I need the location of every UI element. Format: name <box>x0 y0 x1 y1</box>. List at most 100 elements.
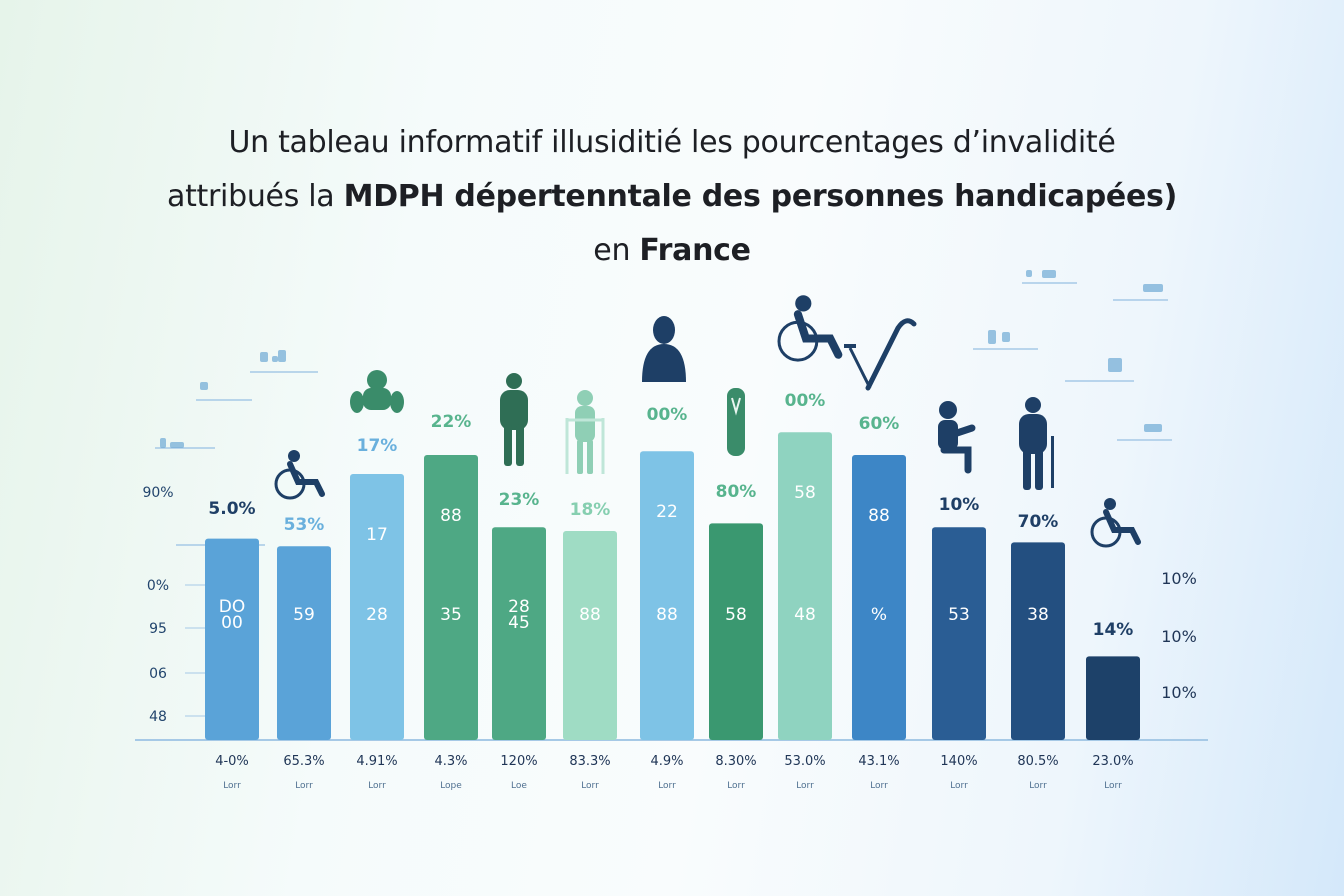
crutch-icon-part <box>844 344 856 348</box>
bar-inner-bottom-label: % <box>871 605 887 625</box>
bar-sub-label: Lorr <box>796 781 814 791</box>
crutch-icon-part <box>848 347 872 389</box>
right-label: 10% <box>1161 569 1197 588</box>
bar <box>1086 656 1140 740</box>
walker-person-icon-part <box>565 418 605 474</box>
wheelchair-icon-part <box>1103 509 1141 545</box>
seated-person-icon-part <box>350 391 364 413</box>
crutch-icon <box>844 318 917 391</box>
y-axis-label: 90% <box>142 485 173 501</box>
walker-person-icon-part <box>577 440 583 474</box>
cane-person-icon-part <box>1025 397 1041 413</box>
bar-bottom-label: 80.5% <box>1017 754 1058 769</box>
bar <box>852 455 906 740</box>
seated-person-dark-icon <box>938 401 976 474</box>
bar-sub-label: Lorr <box>1029 781 1047 791</box>
wheelchair-large-icon-part <box>795 295 812 312</box>
bar-top-label: 80% <box>716 482 757 502</box>
bar-bottom-label: 83.3% <box>569 754 610 769</box>
title-line-3: en France <box>0 224 1344 278</box>
y-axis-label: 48 <box>149 709 167 725</box>
bar-top-label: 22% <box>431 412 472 432</box>
right-label: 10% <box>1161 627 1197 646</box>
bar-top-label: 10% <box>939 495 980 515</box>
crutch-icon-part <box>865 318 917 391</box>
bar-inner-bottom-label: 28 <box>508 597 530 617</box>
walker-person-icon-part <box>575 406 595 442</box>
decorative-glyph <box>1026 270 1032 277</box>
bar-sub-label: Lorr <box>727 781 745 791</box>
decorative-glyph <box>1144 424 1162 432</box>
title-line-2-bold: MDPH dépertenntale des personnes handica… <box>343 179 1178 214</box>
bar-inner-bottom-label: 59 <box>293 605 315 625</box>
person-bust-icon-part <box>642 344 686 382</box>
standing-person-icon-part <box>506 373 522 389</box>
bar-sub-label: Lorr <box>950 781 968 791</box>
bar-sub-label: Lorr <box>1104 781 1122 791</box>
cane-person-icon <box>1019 397 1054 490</box>
wheelchair-icon-part <box>288 450 300 462</box>
y-axis-label: 06 <box>149 666 167 682</box>
cane-person-icon-part <box>1023 448 1031 490</box>
bar-top-label: 70% <box>1018 512 1059 532</box>
decorative-glyph <box>200 382 208 390</box>
seated-person-dark-icon-part <box>938 420 958 450</box>
bar-top-label: 14% <box>1093 620 1134 640</box>
decorative-glyph <box>988 330 996 344</box>
bar <box>709 523 763 740</box>
y-axis-label: 0% <box>147 578 169 594</box>
cane-person-icon-part <box>1051 436 1054 488</box>
standing-person-icon-part <box>500 390 528 430</box>
person-bust-icon-part <box>653 316 675 344</box>
bar-sub-label: Lorr <box>581 781 599 791</box>
bar-bottom-label: 4-0% <box>215 754 249 769</box>
cane-person-icon-part <box>1019 414 1047 454</box>
bar <box>205 538 259 740</box>
bar-bottom-label: 65.3% <box>283 754 324 769</box>
bar-inner-bottom-label: 53 <box>948 605 970 625</box>
person-bust-icon <box>642 316 686 382</box>
seated-person-dark-icon-part <box>939 401 957 419</box>
seated-person-icon-part <box>363 388 391 410</box>
bar <box>778 432 832 740</box>
bar-bottom-label: 4.3% <box>434 754 467 769</box>
bar-sub-label: Lorr <box>295 781 313 791</box>
bar <box>932 527 986 740</box>
wheelchair-icon-part <box>1104 498 1116 510</box>
decorative-glyph <box>272 356 278 362</box>
bar <box>277 546 331 740</box>
bar <box>1011 542 1065 740</box>
wheelchair-icon <box>1090 498 1141 548</box>
bar-inner-top-label: 22 <box>656 502 678 522</box>
chart-title: Un tableau informatif illusiditié les po… <box>0 116 1344 278</box>
bar-top-label: 17% <box>357 436 398 456</box>
seated-person-icon-part <box>367 370 387 390</box>
bar-sub-label: Lorr <box>368 781 386 791</box>
bar-inner-bottom-label: 38 <box>1027 605 1049 625</box>
wheelchair-icon-part <box>287 461 325 497</box>
bar-sub-label: Lorr <box>223 781 241 791</box>
decorative-glyph <box>1108 358 1122 372</box>
bar-top-label: 00% <box>647 405 688 425</box>
standing-person-icon <box>500 373 528 466</box>
bar-inner-bottom-label: 48 <box>794 605 816 625</box>
bar-inner-bottom-label: 88 <box>656 605 678 625</box>
walker-person-icon <box>565 390 605 474</box>
standing-person-icon-part <box>516 424 524 466</box>
bar <box>640 451 694 740</box>
standing-person-icon-part <box>504 424 512 466</box>
title-line-2: attribués la MDPH dépertenntale des pers… <box>0 170 1344 224</box>
bar-inner-bottom-label: 88 <box>579 605 601 625</box>
decorative-glyph <box>278 350 286 362</box>
bar-sub-label: Lorr <box>658 781 676 791</box>
bar-bottom-label: 4.9% <box>650 754 683 769</box>
bar-bottom-label: 43.1% <box>858 754 899 769</box>
bar-inner-bottom-label: DO <box>219 597 245 617</box>
decorative-glyph <box>160 438 166 448</box>
walker-person-icon-part <box>587 440 593 474</box>
title-line-1: Un tableau informatif illusiditié les po… <box>228 125 1116 160</box>
wheelchair-icon <box>274 450 325 500</box>
decorative-glyph <box>1002 332 1010 342</box>
decorative-glyph <box>170 442 184 448</box>
